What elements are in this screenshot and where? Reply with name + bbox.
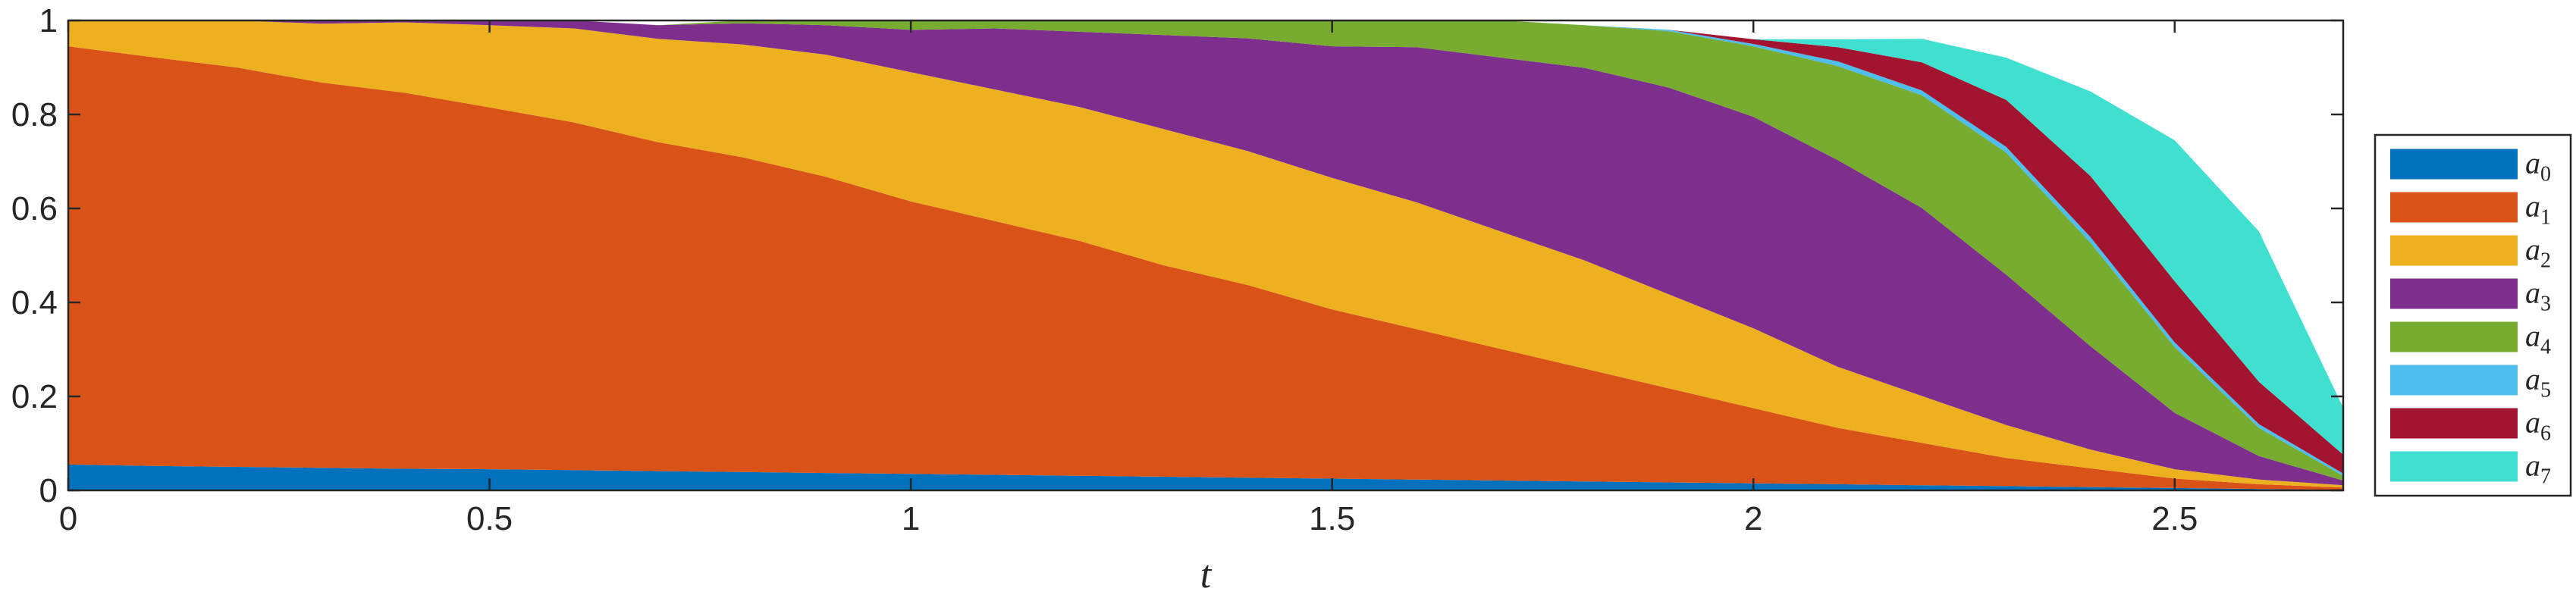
legend-swatch [2390,192,2518,223]
legend-label: a5 [2525,362,2551,402]
ticks-layer [67,19,2343,492]
legend-item-a3: a3 [2390,276,2551,316]
legend-swatch [2390,451,2518,482]
legend-item-a5: a5 [2390,362,2551,402]
legend-swatch [2390,235,2518,266]
legend-item-a7: a7 [2390,449,2551,489]
areas-layer [68,20,2343,490]
legend-label: a2 [2525,233,2551,273]
x-tick-label: 0 [59,500,77,537]
legend-swatch [2390,278,2518,309]
x-tick-label: 2 [1744,500,1762,537]
x-tick-label: 2.5 [2151,500,2198,537]
legend-label-subscript: 2 [2540,249,2551,273]
y-tick-labels: 0 0.2 0.4 0.6 0.8 1 [11,2,58,509]
legend-item-a4: a4 [2390,319,2551,359]
x-tick-labels: 0 0.5 1 1.5 2 2.5 [59,500,2198,537]
x-tick-label: 0.5 [466,500,513,537]
y-tick-label: 0.2 [11,378,58,415]
area-series-a1 [68,46,2343,490]
x-tick-label: 1.5 [1309,500,1355,537]
y-tick-label: 0.8 [11,96,58,133]
plot-frame [67,19,2345,492]
area-series-a2 [68,20,2343,488]
legend-label-subscript: 3 [2540,293,2551,316]
y-tick-label: 0.6 [11,190,58,227]
y-tick-label: 0 [39,472,58,509]
legend-item-a1: a1 [2390,189,2551,230]
legend-swatch [2390,149,2518,180]
legend-swatch [2390,408,2518,439]
y-tick-label: 1 [39,2,58,39]
legend-label-subscript: 0 [2540,163,2551,186]
area-series-a0 [68,464,2343,490]
legend-label-subscript: 4 [2540,336,2551,359]
legend-label-subscript: 5 [2540,379,2551,402]
area-series-a3 [68,20,2343,486]
y-tick-label: 0.4 [11,284,58,321]
x-tick-label: 1 [902,500,920,537]
legend-label-subscript: 7 [2540,465,2551,489]
legend-label-subscript: 6 [2540,422,2551,446]
legend-swatch [2390,365,2518,396]
legend-swatch [2390,321,2518,352]
legend-item-a2: a2 [2390,233,2551,273]
legend-label: a3 [2525,276,2551,316]
x-axis-title: t [1200,553,1213,594]
legend-label-subscript: 1 [2540,206,2551,230]
